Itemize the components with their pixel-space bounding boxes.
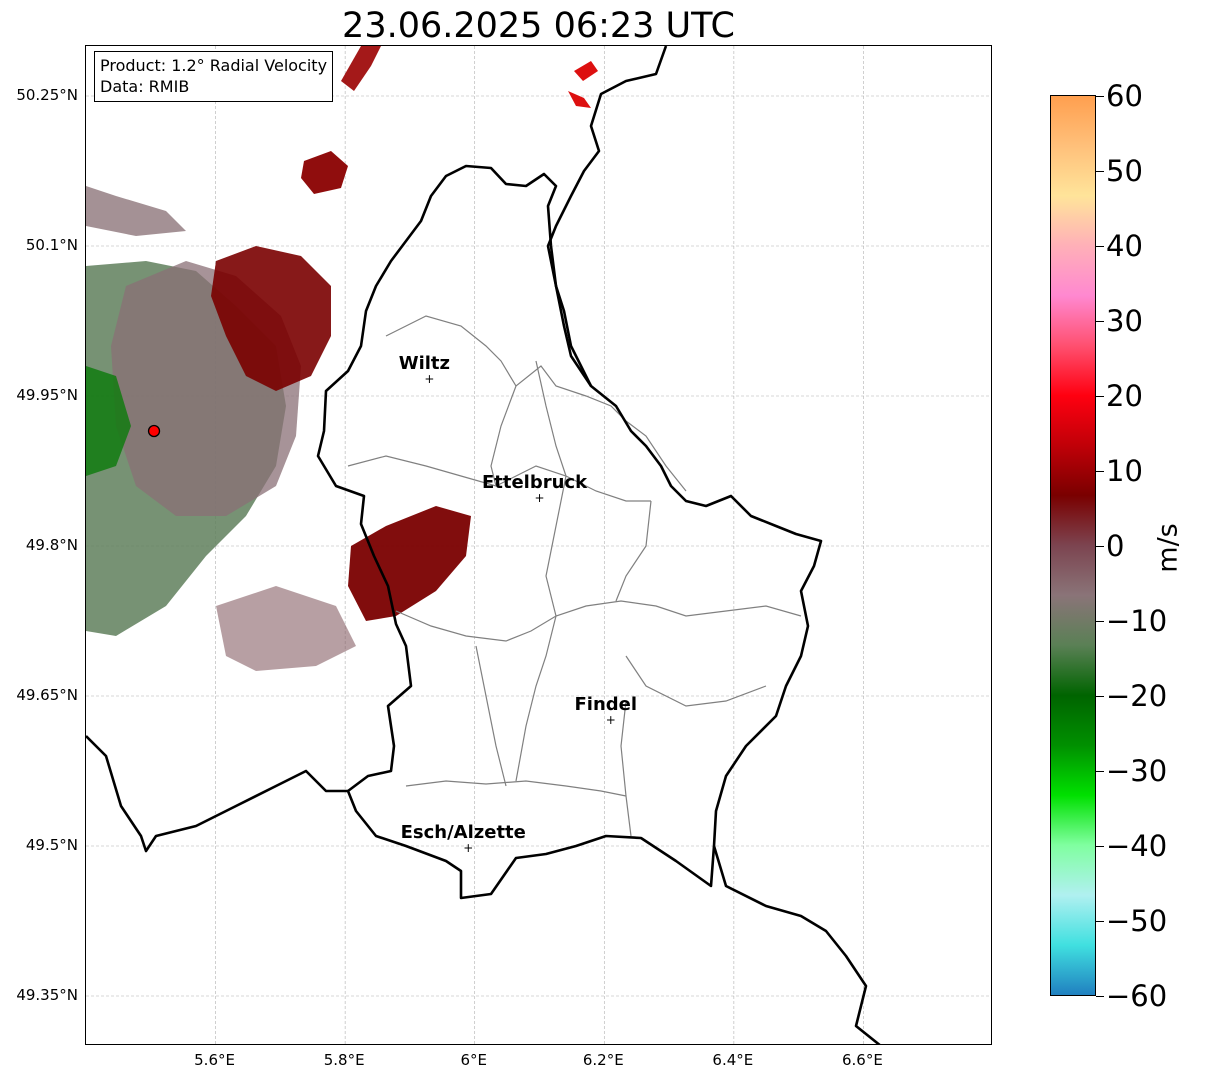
colorbar-tick [1096, 396, 1104, 397]
radar-site-marker [147, 424, 161, 438]
longitude-label: 6.4°E [712, 1051, 754, 1069]
graticule [86, 46, 991, 1044]
colorbar-tick-label: 20 [1106, 379, 1143, 413]
data-source-label: Data: RMIB [100, 77, 190, 96]
latitude-label: 49.35°N [16, 986, 78, 1004]
longitude-label: 6.6°E [842, 1051, 883, 1069]
product-label: Product: 1.2° Radial Velocity [100, 56, 328, 75]
border-luxembourg [316, 164, 823, 900]
echo-top-strip [341, 46, 381, 91]
radar-echoes [86, 46, 598, 671]
echo-top-cell [301, 151, 348, 194]
colorbar-tick [1096, 621, 1104, 622]
colorbar-tick [1096, 546, 1104, 547]
city-marker: + [424, 372, 434, 386]
latitude-label: 50.1°N [25, 236, 78, 254]
colorbar-tick-label: 30 [1106, 304, 1143, 338]
colorbar-tick-label: −60 [1106, 979, 1168, 1013]
latitude-label: 50.25°N [16, 86, 78, 104]
colorbar-tick [1096, 921, 1104, 922]
border-southwest [86, 735, 348, 853]
colorbar-tick-label: 10 [1106, 454, 1143, 488]
city-label: Findel [574, 694, 637, 715]
latitude-label: 49.95°N [16, 386, 78, 404]
colorbar-tick-label: 60 [1106, 79, 1143, 113]
echo-outbound-green [86, 366, 131, 476]
map-title: 23.06.2025 06:23 UTC [342, 6, 735, 46]
city-marker: + [534, 491, 544, 505]
border-southeast [712, 845, 881, 1044]
echo-inbound-south [348, 506, 471, 621]
canton-borders [347, 315, 802, 837]
colorbar-tick [1096, 471, 1104, 472]
velocity-colorbar [1050, 95, 1096, 996]
colorbar-tick [1096, 171, 1104, 172]
city-layer: +Wiltz+Ettelbruck+Findel+Esch/Alzette [399, 353, 637, 855]
echo-inbound-north [211, 246, 331, 391]
product-info-box: Product: 1.2° Radial Velocity Data: RMIB [94, 51, 334, 102]
colorbar-tick [1096, 996, 1104, 997]
echo-upper-left [86, 186, 186, 236]
map-canvas: +Wiltz+Ettelbruck+Findel+Esch/Alzette [86, 46, 991, 1044]
colorbar-tick [1096, 846, 1104, 847]
latitude-label: 49.8°N [25, 536, 78, 554]
echo-top-red [568, 61, 598, 108]
echo-scatter-southwest [216, 586, 356, 671]
colorbar-tick-label: 50 [1106, 154, 1143, 188]
latitude-label: 49.65°N [16, 686, 78, 704]
colorbar-tick-label: −40 [1106, 829, 1168, 863]
radar-map: + Wiltz + Ettelbruck + Findel + Esch/Alzette [85, 45, 992, 1045]
longitude-label: 5.6°E [194, 1051, 235, 1069]
city-label: Ettelbruck [482, 472, 588, 493]
colorbar-tick-label: 0 [1106, 529, 1125, 563]
colorbar-tick [1096, 246, 1104, 247]
longitude-label: 6.2°E [582, 1051, 624, 1069]
latitude-label: 49.5°N [25, 836, 78, 854]
colorbar-tick-label: −20 [1106, 679, 1168, 713]
colorbar-tick-label: −10 [1106, 604, 1168, 638]
colorbar-tick [1096, 96, 1104, 97]
colorbar-tick-label: −30 [1106, 754, 1168, 788]
colorbar-tick [1096, 771, 1104, 772]
city-label: Esch/Alzette [401, 822, 526, 843]
border-north [546, 46, 668, 387]
city-marker: + [463, 841, 473, 855]
colorbar-tick-label: −50 [1106, 904, 1168, 938]
longitude-label: 5.8°E [323, 1051, 365, 1069]
colorbar-tick [1096, 696, 1104, 697]
city-label: Wiltz [399, 353, 450, 374]
colorbar-unit: m/s [1152, 523, 1184, 573]
longitude-label: 6°E [460, 1051, 487, 1069]
colorbar-tick-label: 40 [1106, 229, 1143, 263]
city-marker: + [606, 713, 616, 727]
colorbar-tick [1096, 321, 1104, 322]
country-borders [86, 46, 881, 1044]
radar-site [147, 424, 161, 438]
